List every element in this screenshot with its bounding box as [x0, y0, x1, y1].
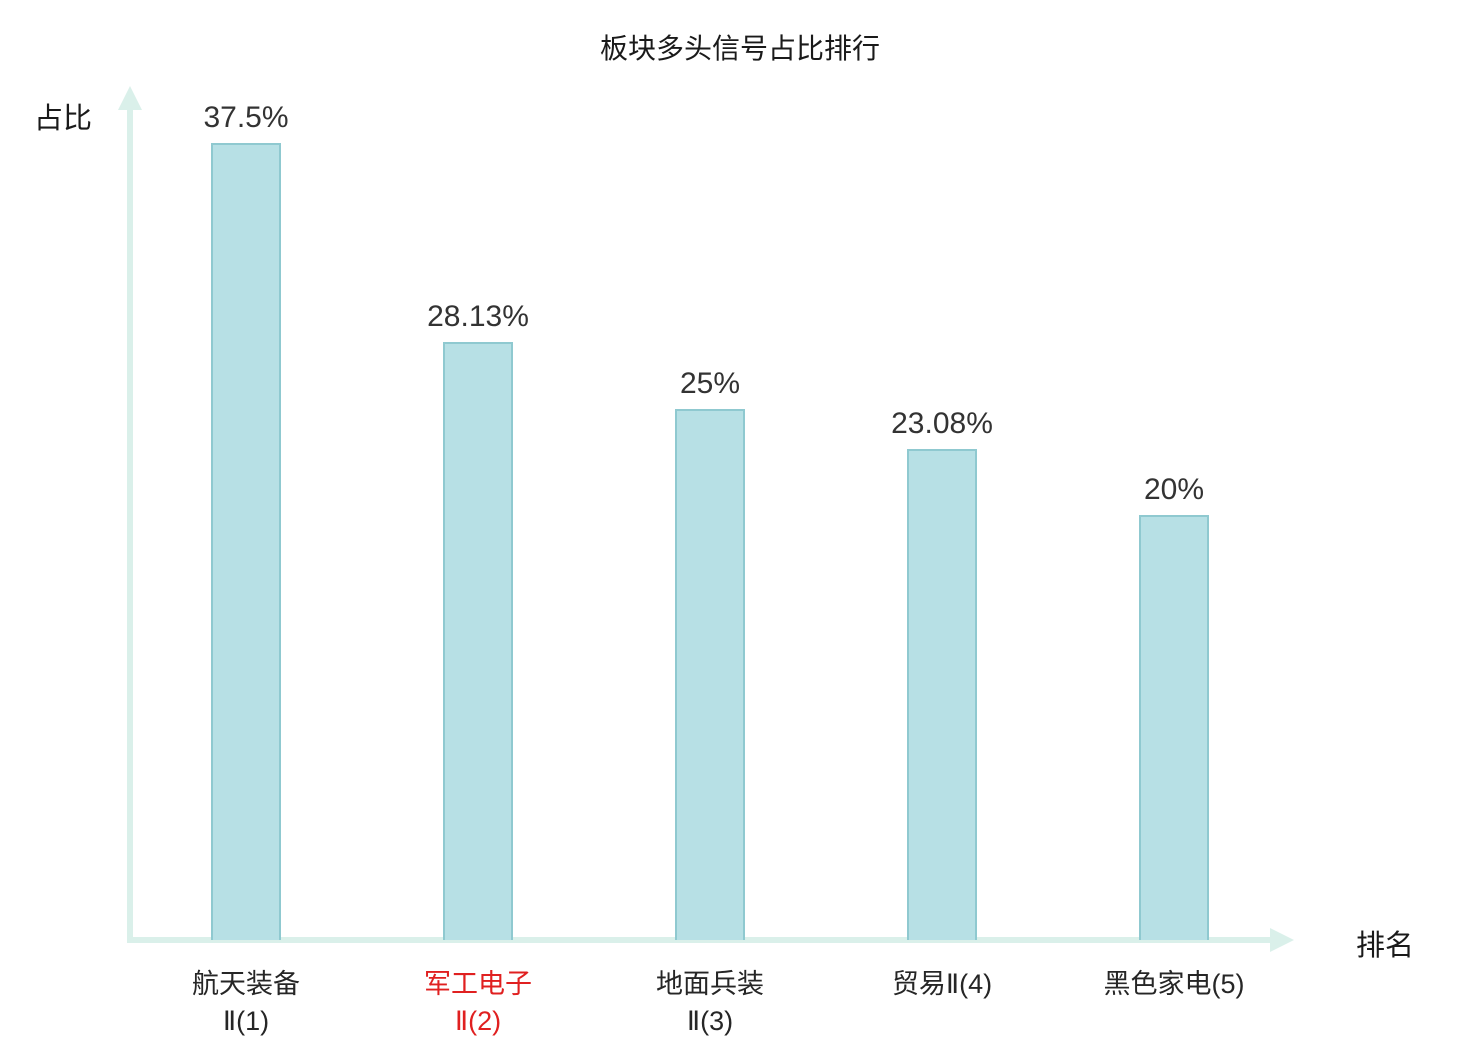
x-axis-label: 排名	[1356, 930, 1415, 962]
category-label-line: Ⅱ(3)	[686, 1006, 734, 1036]
category-label-line: Ⅱ(2)	[454, 1006, 502, 1036]
bar-1	[211, 143, 281, 940]
bar-5	[1139, 515, 1209, 940]
y-axis-label: 占比	[34, 103, 93, 135]
category-label-5: 黑色家电(5)	[1054, 966, 1294, 1003]
bar-3	[675, 409, 745, 940]
bar-value-label-2: 28.13%	[427, 300, 529, 333]
category-label-1: 航天装备 Ⅱ(1)	[126, 966, 366, 1040]
category-label-line: 军工电子	[424, 969, 532, 999]
bar-4	[907, 449, 977, 940]
category-label-3: 地面兵装 Ⅱ(3)	[590, 966, 830, 1040]
bar-value-label-1: 37.5%	[203, 101, 289, 134]
bar-value-label-3: 25%	[679, 367, 741, 400]
category-label-line: Ⅱ(1)	[222, 1006, 270, 1036]
category-label-4: 贸易Ⅱ(4)	[822, 966, 1062, 1003]
x-axis-arrow-icon	[1270, 928, 1294, 952]
bar-2	[443, 342, 513, 940]
bar-value-label-4: 23.08%	[891, 407, 993, 440]
category-label-line: 航天装备	[192, 969, 300, 999]
category-label-line: 贸易Ⅱ(4)	[891, 969, 993, 999]
category-label-line: 黑色家电(5)	[1103, 969, 1245, 999]
chart-title: 板块多头信号占比排行	[599, 33, 880, 64]
y-axis-arrow-icon	[118, 86, 142, 110]
bar-value-label-5: 20%	[1143, 473, 1205, 506]
category-label-2: 军工电子 Ⅱ(2)	[358, 966, 598, 1040]
category-label-line: 地面兵装	[656, 969, 764, 999]
